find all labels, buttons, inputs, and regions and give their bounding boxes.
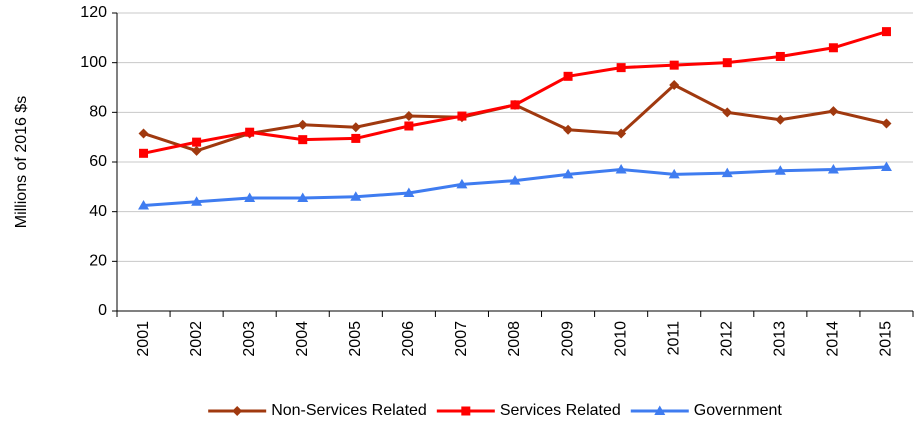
legend-label: Non-Services Related xyxy=(271,402,427,419)
marker xyxy=(881,118,892,129)
legend-label: Government xyxy=(694,402,783,419)
marker xyxy=(297,119,308,130)
marker xyxy=(510,100,520,110)
x-tick-label: 2005 xyxy=(347,321,364,357)
x-tick-label: 2012 xyxy=(718,321,735,357)
marker xyxy=(828,106,839,117)
marker xyxy=(138,128,149,139)
marker xyxy=(244,192,256,203)
marker xyxy=(616,63,626,73)
marker xyxy=(774,165,786,175)
marker xyxy=(509,175,521,185)
x-tick-label: 2006 xyxy=(400,321,417,357)
series-line xyxy=(143,83,887,153)
marker xyxy=(457,111,467,121)
x-tick-label: 2013 xyxy=(772,321,789,357)
series-line xyxy=(143,30,887,155)
marker xyxy=(722,107,733,118)
marker xyxy=(654,405,666,415)
marker xyxy=(827,163,839,174)
x-tick-label: 2002 xyxy=(188,321,205,357)
legend: Non-Services Related Services Related Gove… xyxy=(208,402,782,419)
marker xyxy=(563,124,574,135)
series-line xyxy=(143,165,887,207)
marker xyxy=(722,58,732,68)
x-tick-label: 2010 xyxy=(612,321,629,357)
marker xyxy=(775,51,785,61)
marker xyxy=(881,27,891,37)
marker xyxy=(350,191,362,201)
marker xyxy=(828,43,838,53)
y-tick-label: 60 xyxy=(89,153,107,170)
x-tick-label: 2015 xyxy=(878,321,895,357)
marker xyxy=(615,163,627,174)
marker xyxy=(668,168,680,179)
marker xyxy=(138,199,150,210)
x-tick-label: 2007 xyxy=(453,321,470,357)
marker xyxy=(669,80,680,91)
x-tick-label: 2008 xyxy=(506,321,523,357)
marker xyxy=(297,192,309,203)
y-tick-label: 40 xyxy=(89,203,107,220)
y-axis-label: Millions of 2016 $s xyxy=(13,96,30,229)
marker xyxy=(351,133,361,143)
x-tick-label: 2003 xyxy=(241,321,258,357)
marker xyxy=(775,114,786,125)
marker xyxy=(245,127,255,137)
marker xyxy=(191,145,202,156)
marker xyxy=(403,111,414,122)
marker xyxy=(563,71,573,81)
marker xyxy=(298,135,308,145)
marker xyxy=(669,60,679,70)
marker xyxy=(139,148,149,158)
y-tick-label: 20 xyxy=(89,253,107,270)
marker xyxy=(562,168,574,179)
x-tick-label: 2009 xyxy=(559,321,576,357)
marker xyxy=(721,167,733,178)
x-tick-label: 2004 xyxy=(294,321,311,357)
y-tick-label: 0 xyxy=(98,302,107,319)
legend-label: Services Related xyxy=(500,402,621,419)
marker xyxy=(404,121,414,131)
marker xyxy=(191,196,203,206)
marker xyxy=(880,161,892,171)
x-tick-label: 2011 xyxy=(665,321,682,356)
marker xyxy=(616,128,627,139)
y-tick-label: 120 xyxy=(80,4,107,21)
x-tick-label: 2014 xyxy=(825,321,842,357)
marker xyxy=(350,122,361,133)
marker xyxy=(232,406,243,416)
marker xyxy=(456,178,468,189)
y-tick-label: 80 xyxy=(89,104,107,121)
marker xyxy=(461,406,471,416)
marker xyxy=(192,137,202,147)
x-tick-label: 2001 xyxy=(135,321,152,357)
marker xyxy=(403,187,415,198)
y-tick-label: 100 xyxy=(80,54,107,71)
